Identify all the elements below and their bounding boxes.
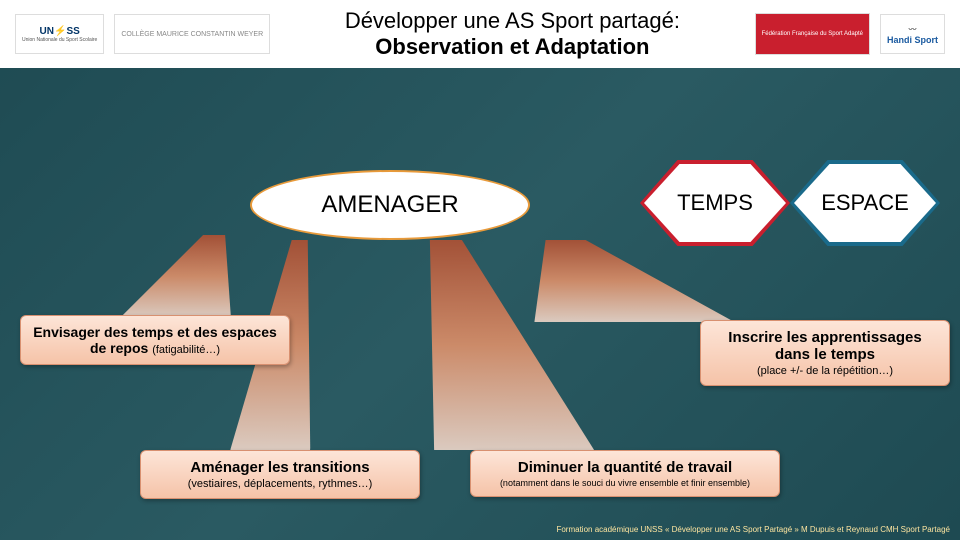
callout-inscrire-title: Inscrire les apprentissages dans le temp… [713,329,937,363]
logo-ffsa-text: Fédération Française du Sport Adapté [762,31,863,37]
callout-transitions: Aménager les transitions (vestiaires, dé… [140,450,420,499]
logo-unss-text: UN⚡SS [40,26,80,37]
footer-text: Formation académique UNSS « Développer u… [556,525,950,534]
callout-transitions-sub: (vestiaires, déplacements, rythmes…) [153,478,407,490]
center-ellipse-amenager: AMENAGER [250,170,530,240]
hexagon-espace-label: ESPACE [821,190,909,216]
logo-handi-text: Handi Sport [887,35,938,45]
callout-inscrire: Inscrire les apprentissages dans le temp… [700,320,950,386]
diagram-stage: AMENAGER TEMPS ESPACE Envisager des temp… [0,60,960,540]
logo-ffsa: Fédération Française du Sport Adapté [755,13,870,55]
logo-unss-sub: Union Nationale du Sport Scolaire [22,37,97,43]
hexagon-espace: ESPACE [790,160,940,246]
swoosh-icon: 〰 [909,24,917,35]
logo-college: COLLÈGE MAURICE CONSTANTIN WEYER [114,14,270,54]
ray-inscrire [466,240,735,322]
ellipse-label: AMENAGER [321,191,458,219]
callout-diminuer: Diminuer la quantité de travail (notamme… [470,450,780,497]
callout-diminuer-title: Diminuer la quantité de travail [483,459,767,476]
hexagon-temps-label: TEMPS [677,190,753,216]
callout-inscrire-sub: (place +/- de la répétition…) [713,365,937,377]
callout-repos-sub: (fatigabilité…) [152,344,220,356]
ray-repos [121,235,269,317]
footer-credit: Formation académique UNSS « Développer u… [556,525,950,534]
callout-transitions-title: Aménager les transitions [153,459,407,476]
callout-repos: Envisager des temps et des espaces de re… [20,315,290,365]
slide-title: Développer une AS Sport partagé: Observa… [280,8,744,60]
logo-handisport: 〰 Handi Sport [880,14,945,54]
title-line2: Observation et Adaptation [280,34,744,60]
callout-diminuer-sub: (notamment dans le souci du vivre ensemb… [483,478,767,488]
logo-college-text: COLLÈGE MAURICE CONSTANTIN WEYER [121,31,263,38]
logo-unss: UN⚡SS Union Nationale du Sport Scolaire [15,14,104,54]
hexagon-temps: TEMPS [640,160,790,246]
header-bar: UN⚡SS Union Nationale du Sport Scolaire … [0,0,960,68]
title-line1: Développer une AS Sport partagé: [280,8,744,34]
